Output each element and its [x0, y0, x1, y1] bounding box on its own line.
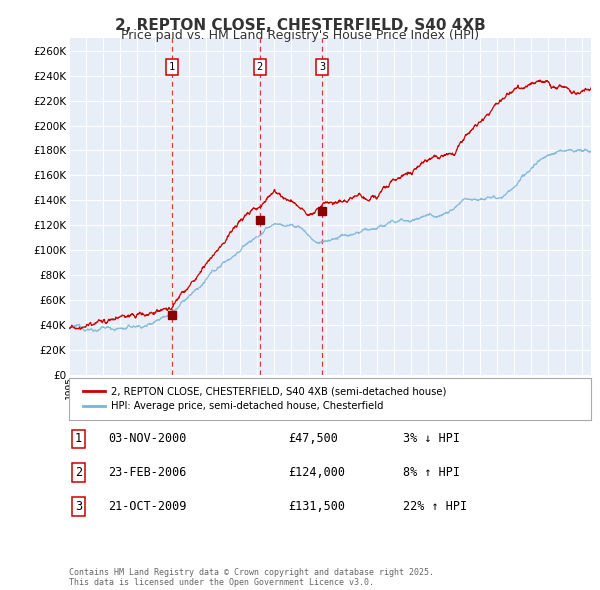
Text: 2: 2	[257, 62, 263, 72]
Text: £47,500: £47,500	[288, 432, 338, 445]
Text: Price paid vs. HM Land Registry's House Price Index (HPI): Price paid vs. HM Land Registry's House …	[121, 30, 479, 42]
Text: £131,500: £131,500	[288, 500, 345, 513]
Text: 23-FEB-2006: 23-FEB-2006	[108, 466, 187, 479]
Text: 2, REPTON CLOSE, CHESTERFIELD, S40 4XB: 2, REPTON CLOSE, CHESTERFIELD, S40 4XB	[115, 18, 485, 32]
Text: 21-OCT-2009: 21-OCT-2009	[108, 500, 187, 513]
Text: 3: 3	[319, 62, 325, 72]
Text: 3: 3	[75, 500, 82, 513]
Text: £124,000: £124,000	[288, 466, 345, 479]
Text: 8% ↑ HPI: 8% ↑ HPI	[403, 466, 460, 479]
Text: 1: 1	[75, 432, 82, 445]
Text: 03-NOV-2000: 03-NOV-2000	[108, 432, 187, 445]
Text: 1: 1	[169, 62, 175, 72]
Text: 3% ↓ HPI: 3% ↓ HPI	[403, 432, 460, 445]
Legend: 2, REPTON CLOSE, CHESTERFIELD, S40 4XB (semi-detached house), HPI: Average price: 2, REPTON CLOSE, CHESTERFIELD, S40 4XB (…	[79, 382, 451, 415]
Text: Contains HM Land Registry data © Crown copyright and database right 2025.
This d: Contains HM Land Registry data © Crown c…	[69, 568, 434, 587]
Text: 22% ↑ HPI: 22% ↑ HPI	[403, 500, 467, 513]
Text: 2: 2	[75, 466, 82, 479]
